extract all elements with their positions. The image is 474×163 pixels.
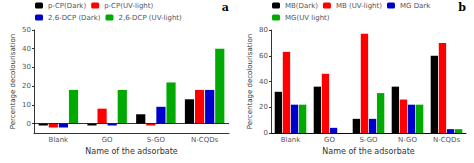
svg-text:Name of the adsorbate: Name of the adsorbate (322, 147, 415, 156)
svg-text:2,6-DCP (UV-light): 2,6-DCP (UV-light) (118, 14, 182, 22)
svg-text:GO: GO (102, 136, 113, 144)
svg-text:b: b (458, 1, 466, 14)
svg-text:p-CP(UV-light): p-CP(UV-light) (104, 2, 153, 10)
svg-text:S-GO: S-GO (147, 136, 166, 144)
svg-text:20: 20 (259, 103, 268, 111)
svg-text:50: 50 (22, 26, 31, 34)
svg-text:MG(UV light): MG(UV light) (285, 14, 330, 22)
svg-text:Name of the adsorbate: Name of the adsorbate (85, 147, 178, 156)
svg-text:MB (UV-light): MB (UV-light) (336, 2, 382, 10)
svg-text:MG Dark: MG Dark (400, 2, 431, 10)
svg-text:Blank: Blank (49, 136, 69, 144)
svg-text:p-CP(Dark): p-CP(Dark) (48, 2, 86, 10)
svg-text:Percentage decolourisation: Percentage decolourisation (246, 34, 254, 129)
svg-text:MB(Dark): MB(Dark) (285, 2, 318, 10)
svg-text:2,6-DCP (Dark): 2,6-DCP (Dark) (48, 14, 101, 22)
svg-text:60: 60 (259, 52, 268, 60)
svg-text:40: 40 (22, 45, 31, 53)
svg-text:0: 0 (27, 120, 31, 128)
svg-text:a: a (222, 1, 229, 14)
svg-text:80: 80 (259, 26, 268, 34)
svg-text:N-CQDs: N-CQDs (433, 136, 461, 144)
svg-text:N-GO: N-GO (398, 136, 417, 144)
svg-text:Blank: Blank (281, 136, 301, 144)
svg-text:N-CQDs: N-CQDs (191, 136, 219, 144)
svg-text:40: 40 (259, 78, 268, 86)
svg-text:10: 10 (22, 101, 31, 109)
svg-text:20: 20 (22, 82, 31, 90)
svg-text:30: 30 (22, 63, 31, 71)
svg-text:S-GO: S-GO (359, 136, 378, 144)
svg-text:0: 0 (264, 129, 268, 137)
svg-text:Percentage decolourisation: Percentage decolourisation (9, 34, 17, 129)
svg-text:GO: GO (324, 136, 335, 144)
